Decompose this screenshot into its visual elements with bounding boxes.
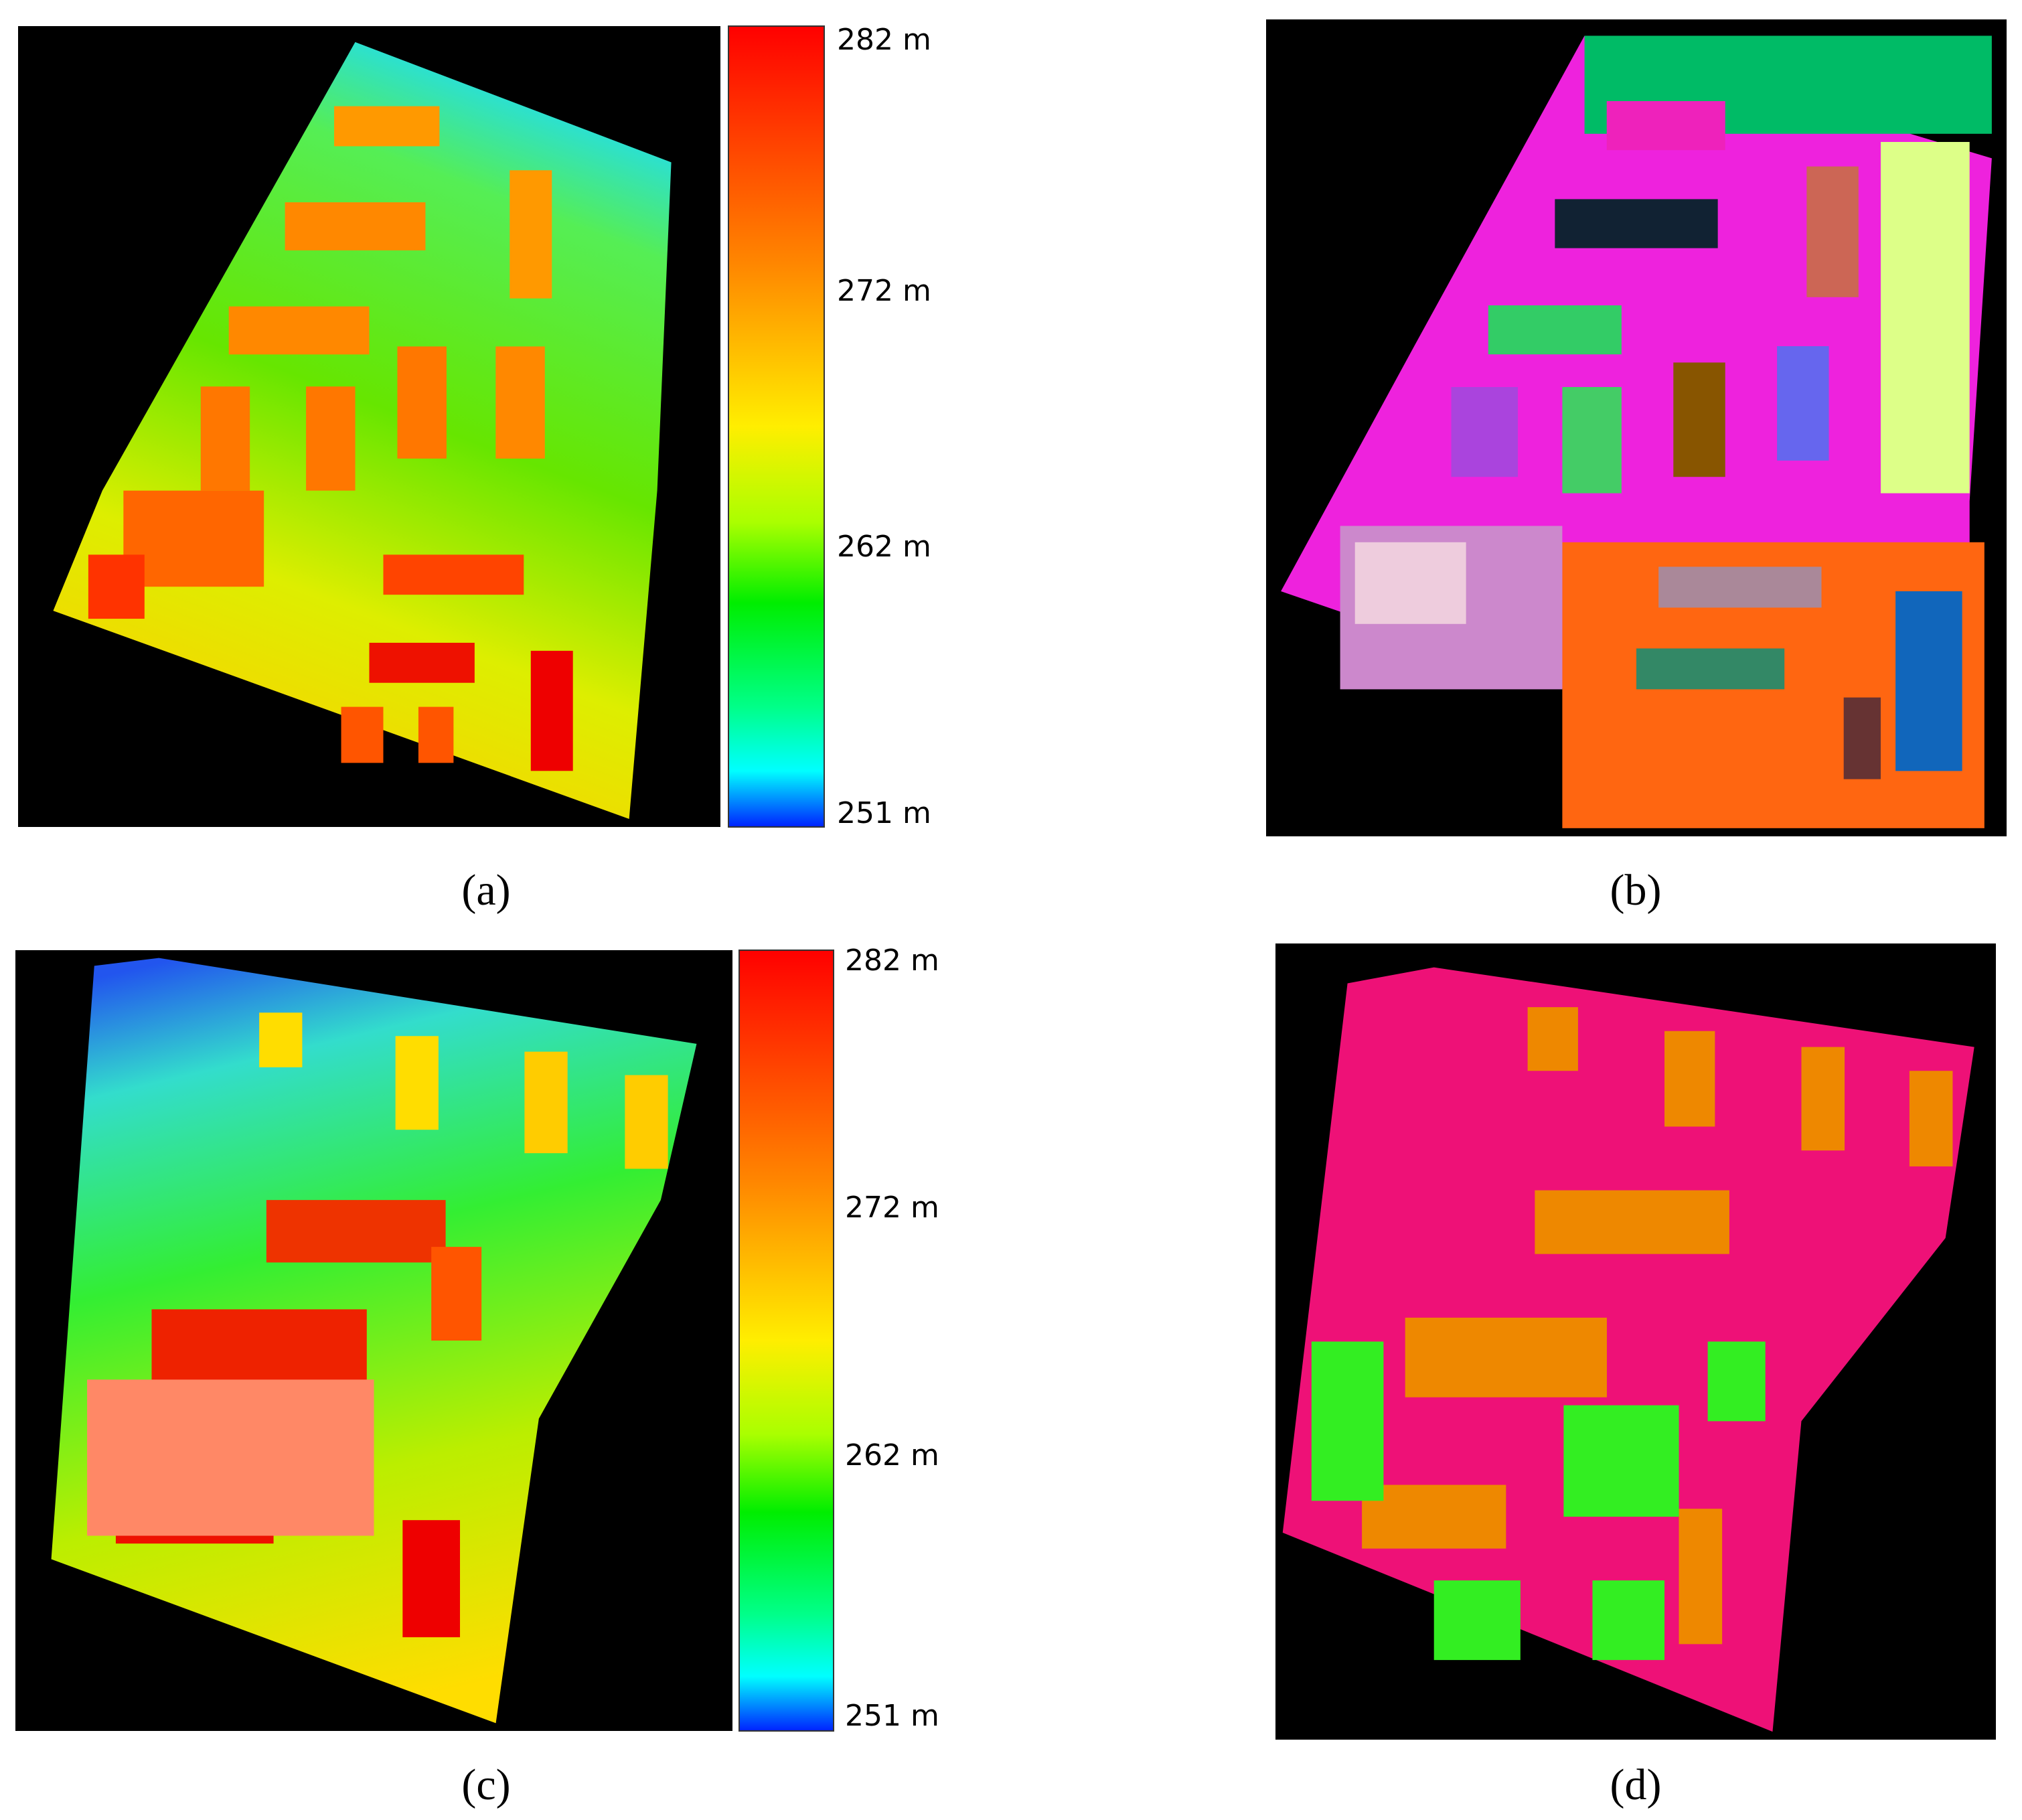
building — [397, 346, 447, 459]
building — [1707, 1341, 1766, 1422]
building — [395, 1036, 439, 1130]
colorbar-tick-label: 262 m — [837, 530, 931, 564]
building — [88, 554, 145, 619]
building — [1451, 387, 1519, 477]
colorbar-tick-label: 272 m — [845, 1191, 939, 1225]
building — [341, 706, 384, 763]
colorbar-tick-label: 282 m — [845, 943, 939, 978]
panel-label: (d) — [1610, 1760, 1662, 1809]
building — [1673, 362, 1725, 477]
building — [495, 346, 545, 459]
colorbar-tick-label: 251 m — [837, 796, 931, 830]
building — [1311, 1341, 1384, 1501]
building — [1895, 591, 1962, 771]
building — [1777, 346, 1829, 461]
building — [1606, 101, 1725, 151]
building — [1592, 1580, 1665, 1661]
colorbar-tick-label: 251 m — [845, 1699, 939, 1733]
building — [1562, 387, 1622, 494]
panel: (b) — [1266, 19, 2007, 915]
building — [1880, 142, 1970, 494]
colorbar-tick-label: 262 m — [845, 1438, 939, 1472]
building — [1535, 1190, 1729, 1254]
building — [1555, 199, 1718, 248]
building — [259, 1012, 303, 1067]
building — [369, 642, 475, 683]
building — [228, 306, 370, 355]
building — [334, 106, 440, 147]
building — [418, 706, 454, 763]
building — [1843, 697, 1881, 779]
building — [200, 386, 250, 491]
building — [266, 1200, 446, 1263]
building — [1488, 305, 1622, 355]
building — [1563, 1405, 1679, 1517]
building — [625, 1075, 668, 1169]
panel-label: (a) — [461, 866, 510, 915]
panel: 282 m 272 m 262 m 251 m (c) — [15, 943, 939, 1809]
panel: (d) — [1275, 943, 1996, 1809]
building — [1527, 1007, 1578, 1071]
building — [285, 202, 426, 250]
colorbar — [728, 25, 825, 828]
building — [1679, 1509, 1723, 1645]
building — [1636, 648, 1785, 690]
building — [1362, 1485, 1506, 1549]
colorbar-tick-label: 272 m — [837, 274, 931, 308]
building — [1658, 566, 1822, 608]
building — [151, 1309, 367, 1387]
building — [510, 170, 552, 299]
building — [1405, 1317, 1607, 1397]
building — [306, 386, 356, 491]
panel-label: (c) — [461, 1760, 510, 1809]
building — [1806, 166, 1859, 297]
building — [1801, 1047, 1845, 1151]
building — [1433, 1580, 1521, 1661]
panel: 282 m 272 m 262 m 251 m (a) — [18, 23, 931, 915]
building — [402, 1520, 461, 1638]
building — [1909, 1071, 1953, 1166]
building — [1354, 542, 1466, 624]
panel-label: (b) — [1610, 866, 1662, 915]
building — [431, 1247, 482, 1341]
building — [87, 1379, 374, 1536]
building — [524, 1051, 568, 1154]
building — [1664, 1031, 1715, 1127]
colorbar-tick-label: 282 m — [837, 23, 931, 57]
colorbar — [738, 950, 834, 1732]
building — [383, 554, 524, 595]
building — [530, 650, 573, 771]
building — [123, 490, 264, 587]
